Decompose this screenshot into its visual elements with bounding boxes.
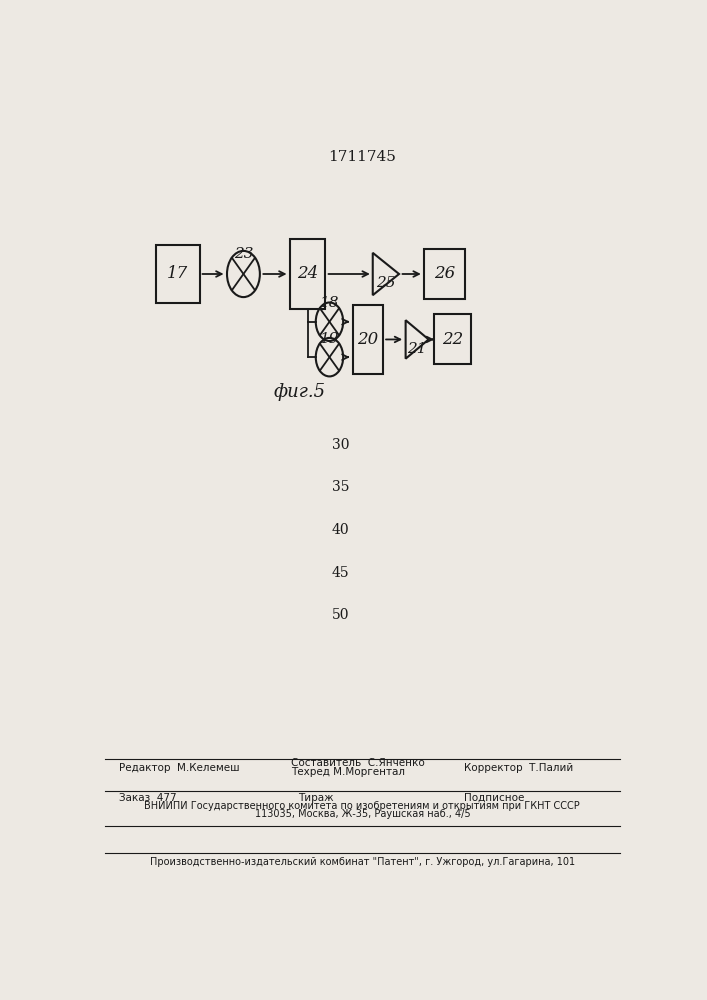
Text: 45: 45 (332, 566, 349, 580)
Text: 19: 19 (320, 332, 339, 346)
Text: 113035, Москва, Ж-35, Раушская наб., 4/5: 113035, Москва, Ж-35, Раушская наб., 4/5 (255, 809, 470, 819)
Text: 23: 23 (234, 247, 253, 261)
Text: 21: 21 (407, 342, 427, 356)
Bar (424, 249, 465, 299)
Text: 26: 26 (434, 265, 455, 282)
Text: 1711745: 1711745 (328, 150, 397, 164)
Text: 22: 22 (442, 331, 463, 348)
Text: Тираж: Тираж (298, 793, 334, 803)
Bar (434, 314, 472, 364)
Text: 40: 40 (332, 523, 349, 537)
Text: Составитель  С.Янченко: Составитель С.Янченко (291, 758, 425, 768)
Text: фиг.5: фиг.5 (274, 383, 325, 401)
Text: 50: 50 (332, 608, 349, 622)
Text: Редактор  М.Келемеш: Редактор М.Келемеш (119, 763, 239, 773)
Text: Заказ  477: Заказ 477 (119, 793, 176, 803)
Text: Подписное: Подписное (464, 793, 524, 803)
Bar (353, 305, 383, 374)
Bar (290, 239, 325, 309)
Text: 17: 17 (167, 265, 188, 282)
Text: Производственно-издательский комбинат "Патент", г. Ужгород, ул.Гагарина, 101: Производственно-издательский комбинат "П… (150, 857, 575, 867)
Text: 30: 30 (332, 438, 349, 452)
Text: 25: 25 (376, 276, 396, 290)
Bar (156, 245, 199, 303)
Text: 18: 18 (320, 296, 339, 310)
Text: 35: 35 (332, 480, 349, 494)
Text: ВНИИПИ Государственного комитета по изобретениям и открытиям при ГКНТ СССР: ВНИИПИ Государственного комитета по изоб… (144, 801, 580, 811)
Text: Корректор  Т.Палий: Корректор Т.Палий (464, 763, 573, 773)
Text: 20: 20 (357, 331, 378, 348)
Text: 24: 24 (297, 265, 318, 282)
Text: Техред М.Моргентал: Техред М.Моргентал (291, 767, 405, 777)
